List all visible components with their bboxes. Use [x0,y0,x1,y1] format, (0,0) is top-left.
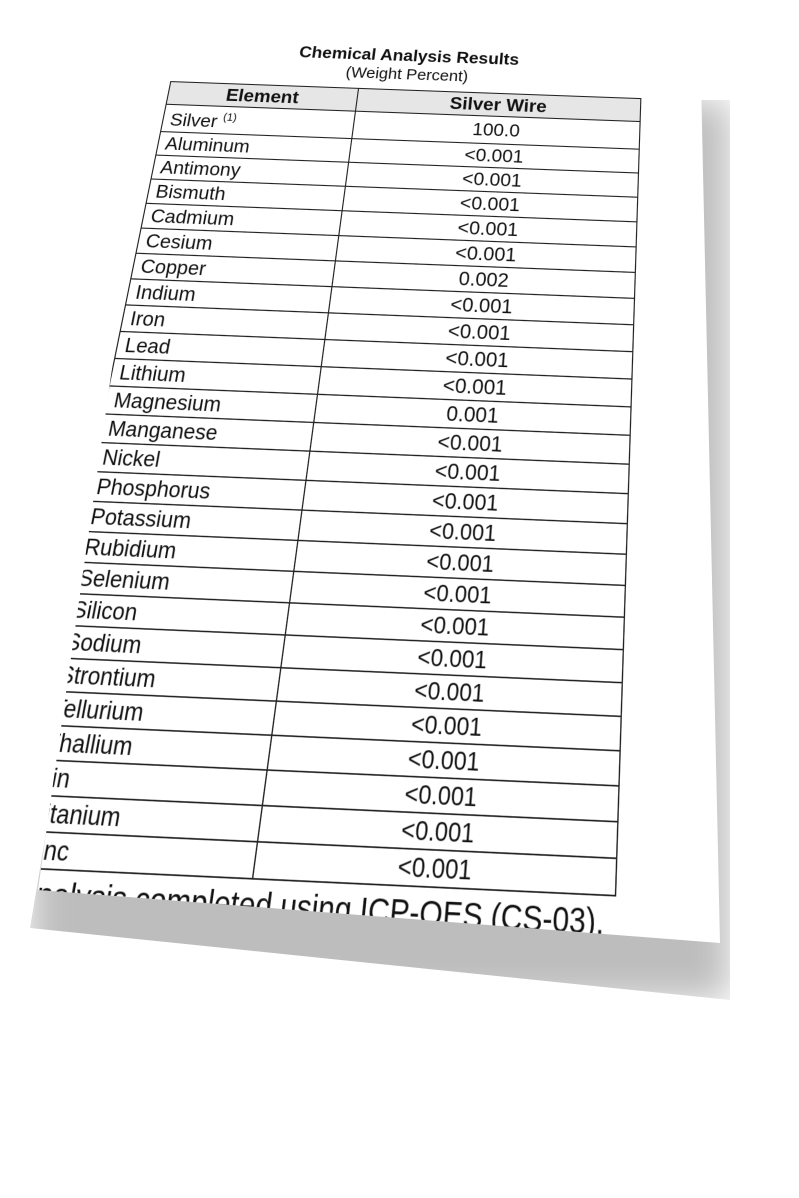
element-name: Iron [128,306,168,331]
element-name: Zinc [21,833,73,867]
element-name: Phosphorus [94,473,213,504]
note-marker: (1) [222,112,238,125]
element-name: Bismuth [153,180,228,205]
element-name: Cesium [143,229,215,254]
element-name: Aluminum [163,133,252,157]
element-name: Lithium [117,360,188,387]
element-name: Strontium [56,659,159,693]
element-name: Manganese [106,415,220,445]
element-name: Sodium [63,627,144,659]
element-name: Antimony [158,156,243,181]
element-name: Nickel [100,444,163,472]
element-name: Lead [122,333,173,359]
element-name: Silicon [69,595,140,626]
element-name: Selenium [76,563,173,595]
element-name: Cadmium [148,204,237,230]
element-name: Indium [133,280,198,306]
element-name: Copper [138,254,208,280]
analysis-table: Element Silver Wire Silver (1) 100.0 Alumi… [21,81,641,896]
element-name: Silver [168,109,220,132]
element-name: Magnesium [111,387,224,417]
element-name: Rubidium [82,533,179,564]
paper-sheet: Chemical Analysis Results (Weight Percen… [21,44,641,943]
element-name: Tin [35,761,74,794]
element-name: Titanium [28,797,124,833]
element-name: Tellurium [49,693,147,727]
element-name: Potassium [88,502,194,534]
element-name: Thallium [42,727,136,761]
